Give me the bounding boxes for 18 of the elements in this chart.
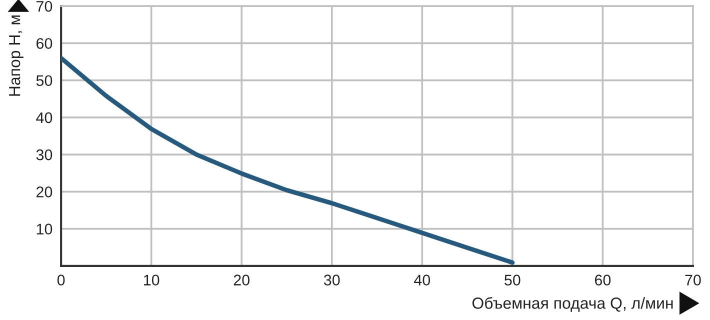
y-tick-label: 60 [36, 38, 52, 49]
y-tick-label: 10 [36, 224, 52, 234]
y-tick-label: 70 [36, 0, 52, 12]
x-tick-label: 60 [594, 274, 611, 286]
x-tick-label: 50 [504, 274, 520, 286]
x-tick-label: 30 [324, 274, 340, 286]
y-tick-label: 20 [36, 186, 52, 198]
x-axis-title: Объемная подача Q, л/мин [472, 296, 673, 312]
x-tick-label: 10 [144, 274, 160, 286]
x-tick-label: 40 [414, 274, 430, 286]
line-series [61, 56, 515, 265]
x-tick-label: 0 [57, 274, 65, 286]
y-axis-title: Напор H, м [9, 16, 24, 96]
x-tick-label: 70 [685, 274, 701, 286]
y-tick-label: 30 [36, 149, 52, 160]
y-tick-label: 50 [36, 75, 52, 86]
y-tick-label: 40 [36, 112, 52, 124]
x-tick-label: 20 [234, 274, 250, 286]
